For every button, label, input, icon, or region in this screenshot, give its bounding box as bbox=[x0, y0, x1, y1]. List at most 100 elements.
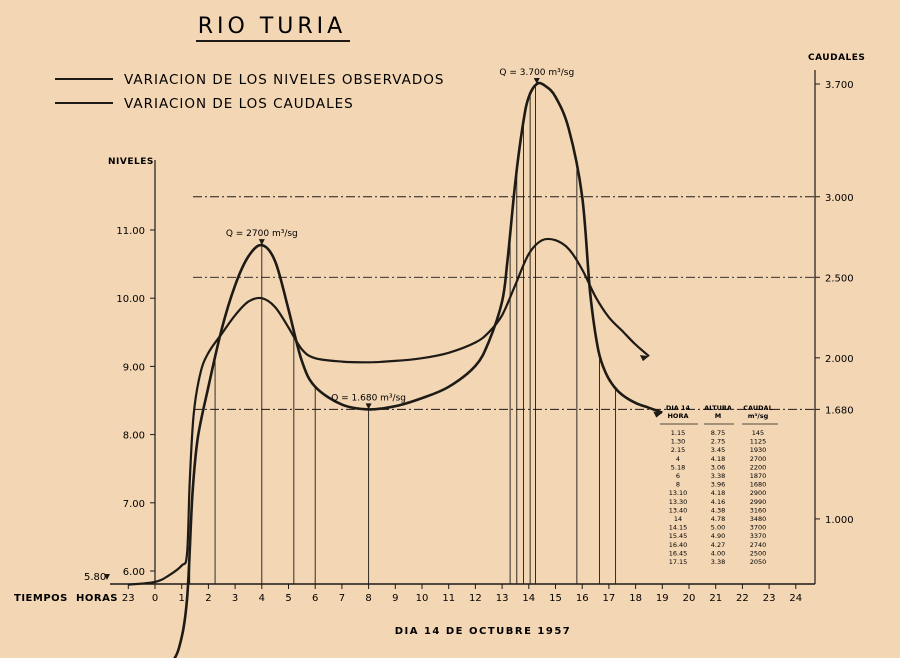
table-cell: 1125 bbox=[750, 438, 767, 446]
table-cell: 1.15 bbox=[671, 429, 685, 437]
x-tick-label: 21 bbox=[709, 593, 722, 604]
x-tick-label: 12 bbox=[469, 593, 482, 604]
series-line-niveles bbox=[128, 237, 650, 586]
x-tick-label: 1 bbox=[179, 593, 185, 604]
table-header: M bbox=[715, 412, 721, 420]
right-axis-title: CAUDALES bbox=[808, 53, 865, 63]
x-tick-label: 19 bbox=[656, 593, 669, 604]
table-cell: 16.45 bbox=[669, 549, 688, 557]
x-tick-label: 17 bbox=[603, 593, 616, 604]
left-tick-label: 9.00 bbox=[123, 362, 145, 373]
table-cell: 17.15 bbox=[669, 558, 688, 566]
table-cell: 4.18 bbox=[711, 489, 725, 497]
table-cell: 14 bbox=[674, 515, 682, 523]
table-cell: 4.38 bbox=[711, 506, 725, 514]
table-header: HORA bbox=[667, 412, 688, 420]
series-layer bbox=[128, 81, 663, 658]
peak-annotation: Q = 3.700 m³/sg bbox=[499, 68, 574, 78]
table-cell: 2050 bbox=[750, 558, 767, 566]
x-tick-label: 13 bbox=[496, 593, 509, 604]
table-cell: 2900 bbox=[750, 489, 767, 497]
table-cell: 13.30 bbox=[669, 498, 688, 506]
table-cell: 15.45 bbox=[669, 532, 688, 540]
left-tick-label: 11.00 bbox=[116, 226, 145, 237]
x-tick-label: 23 bbox=[122, 593, 135, 604]
x-tick-label: 2 bbox=[205, 593, 211, 604]
x-axis-prefix-tiempos: TIEMPOS bbox=[14, 593, 68, 604]
peak-marker bbox=[533, 78, 540, 84]
table-cell: 3.96 bbox=[711, 481, 725, 489]
x-tick-label: 3 bbox=[232, 593, 238, 604]
table-header: ALTURA bbox=[704, 404, 732, 412]
table-cell: 2200 bbox=[750, 463, 767, 471]
table-cell: 4.78 bbox=[711, 515, 725, 523]
table-cell: 1.30 bbox=[671, 438, 685, 446]
x-tick-label: 11 bbox=[442, 593, 455, 604]
chart-title: RIO TURIA bbox=[198, 14, 346, 39]
table-cell: 2.15 bbox=[671, 446, 685, 454]
table-cell: 1870 bbox=[750, 472, 767, 480]
table-cell: 16.40 bbox=[669, 541, 688, 549]
table-cell: 5.18 bbox=[671, 463, 685, 471]
table-cell: 3.38 bbox=[711, 558, 725, 566]
base-marker bbox=[104, 574, 110, 580]
table-cell: 2.75 bbox=[711, 438, 725, 446]
left-tick-label: 10.00 bbox=[116, 294, 145, 305]
table-cell: 3700 bbox=[750, 524, 767, 532]
x-tick-label: 0 bbox=[152, 593, 158, 604]
x-tick-label: 14 bbox=[522, 593, 535, 604]
table-cell: 4.18 bbox=[711, 455, 725, 463]
table-cell: 3.45 bbox=[711, 446, 725, 454]
table-header: m³/sg bbox=[748, 412, 769, 420]
annotation-layer: Q = 2700 m³/sg Q = 1.680 m³/sg Q = 3.700 m… bbox=[226, 68, 574, 410]
x-axis-title: DIA 14 DE OCTUBRE 1957 bbox=[395, 626, 572, 637]
table-cell: 13.40 bbox=[669, 506, 688, 514]
table-cell: 3160 bbox=[750, 506, 767, 514]
x-tick-label: 23 bbox=[763, 593, 776, 604]
right-tick-label: 3.000 bbox=[825, 193, 854, 204]
right-tick-label: 3.700 bbox=[825, 80, 854, 91]
table-cell: 4.16 bbox=[711, 498, 725, 506]
peak-marker bbox=[365, 403, 372, 410]
left-axis-title: NIVELES bbox=[108, 157, 154, 167]
x-tick-label: 4 bbox=[259, 593, 265, 604]
table-cell: 3480 bbox=[750, 515, 767, 523]
table-cell: 3.38 bbox=[711, 472, 725, 480]
peak-annotation: Q = 2700 m³/sg bbox=[226, 229, 298, 239]
x-tick-label: 9 bbox=[392, 593, 398, 604]
x-tick-label: 16 bbox=[576, 593, 589, 604]
table-cell: 4.90 bbox=[711, 532, 725, 540]
table-header: CAUDAL bbox=[743, 404, 772, 412]
legend-label-caudales: VARIACION DE LOS CAUDALES bbox=[124, 96, 354, 112]
grid-layer bbox=[189, 86, 815, 584]
table-cell: 6 bbox=[676, 472, 680, 480]
table-cell: 2740 bbox=[750, 541, 767, 549]
x-tick-label: 22 bbox=[736, 593, 749, 604]
series-line-caudales bbox=[173, 81, 663, 658]
table-cell: 3370 bbox=[750, 532, 767, 540]
legend-label-niveles: VARIACION DE LOS NIVELES OBSERVADOS bbox=[124, 72, 444, 88]
table-cell: 4.00 bbox=[711, 549, 725, 557]
x-tick-label: 8 bbox=[365, 593, 371, 604]
x-tick-label: 10 bbox=[416, 593, 429, 604]
table-cell: 145 bbox=[752, 429, 764, 437]
x-axis-prefix-horas: HORAS bbox=[76, 593, 118, 604]
x-tick-label: 18 bbox=[629, 593, 642, 604]
table-cell: 14.15 bbox=[669, 524, 688, 532]
x-tick-label: 7 bbox=[339, 593, 345, 604]
right-tick-label: 2.000 bbox=[825, 354, 854, 365]
table-cell: 3.06 bbox=[711, 463, 725, 471]
left-tick-label: 6.00 bbox=[123, 567, 145, 578]
left-tick-label: 8.00 bbox=[123, 431, 145, 442]
x-tick-label: 24 bbox=[789, 593, 802, 604]
table-cell: 2700 bbox=[750, 455, 767, 463]
left-tick-label: 7.00 bbox=[123, 499, 145, 510]
x-tick-label: 20 bbox=[683, 593, 696, 604]
left-base-label: 5.80 bbox=[84, 572, 106, 583]
series-arrow-caudales bbox=[653, 411, 663, 418]
table-header: DIA 14 bbox=[666, 404, 691, 412]
series-arrow-niveles bbox=[639, 355, 649, 362]
table-cell: 13.10 bbox=[669, 489, 688, 497]
